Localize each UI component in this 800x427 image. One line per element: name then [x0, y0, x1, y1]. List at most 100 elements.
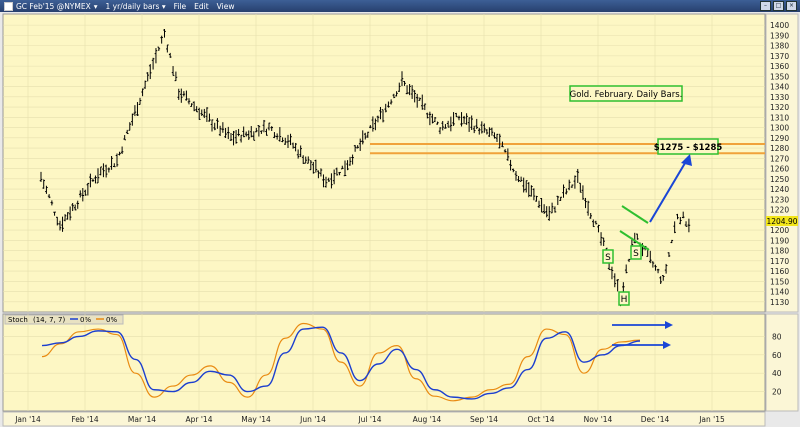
price-bar	[465, 113, 468, 125]
price-bar	[573, 175, 577, 189]
price-bar	[381, 109, 385, 123]
price-bar	[374, 118, 377, 131]
price-bar	[624, 264, 628, 274]
interval-selector[interactable]: 1 yr/daily bars ▾	[102, 2, 170, 11]
price-tick-label: 1150	[770, 277, 789, 286]
price-bar	[501, 141, 504, 148]
price-bar	[210, 119, 214, 132]
price-bar	[622, 282, 625, 293]
chart-canvas[interactable]: 1130114011501160117011801190120012101220…	[0, 12, 800, 427]
close-button[interactable]: ×	[786, 1, 797, 11]
price-bar	[332, 169, 336, 185]
price-bar	[171, 66, 175, 76]
price-bar	[670, 239, 674, 244]
price-bar	[602, 237, 605, 247]
price-bar	[294, 142, 297, 152]
price-bar	[485, 129, 489, 135]
price-bar	[110, 155, 113, 170]
price-bar	[597, 224, 600, 233]
target-arrowhead	[681, 154, 692, 166]
price-bar	[213, 122, 217, 131]
price-bar	[47, 194, 51, 199]
price-bar	[553, 206, 557, 213]
price-bar	[413, 90, 416, 103]
stoch-tick-label: 80	[772, 332, 782, 341]
price-bar	[462, 115, 466, 125]
price-bar	[356, 145, 359, 149]
price-bar	[480, 121, 484, 134]
price-bar	[68, 206, 72, 221]
price-bar	[684, 221, 688, 227]
price-bar	[470, 115, 473, 130]
chevron-down-icon: ▾	[161, 1, 166, 11]
price-bar	[351, 154, 354, 165]
price-bar	[423, 103, 427, 111]
price-bar	[281, 137, 284, 143]
price-bar	[190, 103, 193, 107]
price-bar	[395, 91, 398, 97]
price-bar	[304, 156, 308, 164]
minimize-button[interactable]: –	[760, 1, 771, 11]
price-bar	[400, 71, 404, 87]
menu-view[interactable]: View	[216, 1, 235, 11]
price-tick-label: 1350	[770, 72, 789, 81]
price-tick-label: 1380	[770, 42, 789, 51]
price-bar	[301, 155, 305, 164]
menu-edit[interactable]: Edit	[194, 1, 209, 11]
price-tick-label: 1340	[770, 83, 789, 92]
price-bar	[94, 175, 97, 184]
price-bar	[216, 118, 219, 129]
price-bar	[273, 132, 276, 139]
price-bar	[490, 127, 494, 136]
price-bar	[446, 120, 450, 128]
price-tick-label: 1140	[770, 288, 789, 297]
price-tick-label: 1390	[770, 31, 789, 40]
price-bar	[576, 168, 580, 183]
price-bar	[346, 160, 349, 171]
price-tick-label: 1290	[770, 134, 789, 143]
price-bar	[687, 218, 691, 233]
stoch-legend[interactable]	[4, 314, 124, 325]
menu-file[interactable]: File	[173, 1, 187, 11]
price-bar	[136, 102, 139, 116]
price-bar	[477, 127, 481, 135]
price-tick-label: 1330	[770, 93, 789, 102]
price-bar	[163, 29, 166, 38]
head-label: H	[621, 295, 628, 305]
price-bar	[403, 80, 406, 86]
price-bar	[594, 220, 598, 225]
price-bar	[291, 142, 295, 149]
price-bar	[579, 182, 582, 193]
price-bar	[224, 127, 227, 139]
price-bar	[530, 185, 533, 197]
symbol-selector[interactable]: GC Feb'15 @NYMEX ▾	[0, 1, 102, 11]
price-tick-label: 1220	[770, 206, 789, 215]
stoch-arrowhead-upper	[665, 321, 673, 329]
time-tick-label: Oct '14	[528, 415, 555, 424]
stoch-legend-params: (14, 7, 7)	[33, 316, 65, 324]
stoch-tick-label: 20	[772, 388, 782, 397]
maximize-button[interactable]: □	[773, 1, 784, 11]
price-bar	[488, 127, 491, 137]
price-bar	[656, 268, 660, 274]
price-bar	[324, 176, 328, 188]
price-bar	[45, 185, 48, 194]
price-bar	[340, 165, 344, 170]
price-bar	[542, 204, 546, 214]
price-bar	[559, 196, 562, 201]
price-bar	[584, 197, 587, 209]
price-bar	[472, 125, 476, 134]
price-bar	[203, 108, 206, 119]
interval-label: 1 yr/daily bars	[105, 1, 160, 11]
price-tick-label: 1190	[770, 236, 789, 245]
price-bar	[73, 204, 77, 211]
price-panel[interactable]	[2, 13, 766, 313]
price-bar	[358, 138, 362, 151]
price-bar	[221, 122, 225, 133]
title-bar: GC Feb'15 @NYMEX ▾ 1 yr/daily bars ▾ Fil…	[0, 0, 800, 12]
price-bar	[234, 130, 238, 144]
last-price-tag	[766, 216, 798, 226]
price-tick-label: 1370	[770, 52, 789, 61]
price-bar	[654, 264, 657, 271]
